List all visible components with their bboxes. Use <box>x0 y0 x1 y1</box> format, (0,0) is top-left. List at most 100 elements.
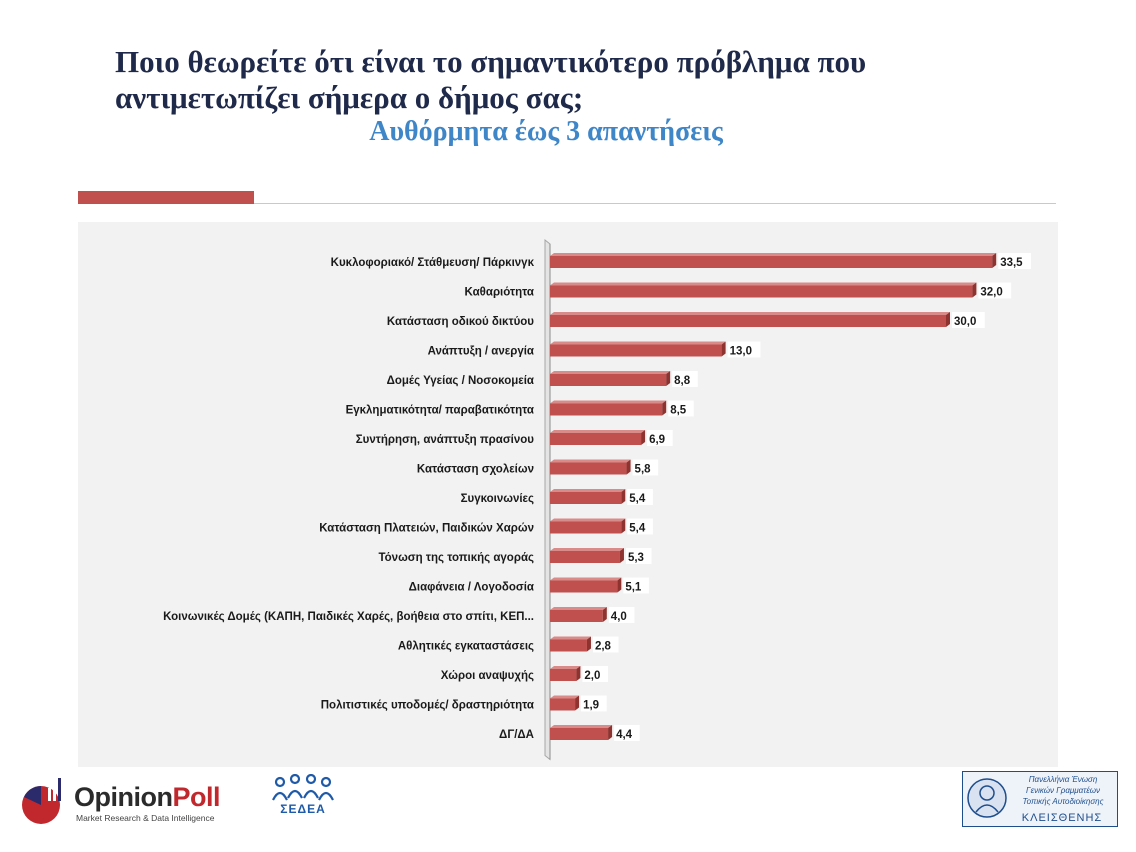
category-label: Καθαριότητα <box>465 287 534 299</box>
bar-side <box>626 459 631 475</box>
bar-top <box>550 636 591 640</box>
bar <box>550 728 609 740</box>
bar-chart: Κυκλοφοριακό/ Στάθμευση/ Πάρκινγκ 33,5 Καθ… <box>163 238 1031 761</box>
opinion-poll-logo-icon <box>22 778 61 824</box>
bar <box>550 669 577 681</box>
value-label-bg <box>627 518 653 535</box>
kleisthenis-name: ΚΛΕΙΣΘΕΝΗΣ <box>1021 812 1103 824</box>
bar <box>550 698 576 711</box>
category-label: Χώροι αναψυχής <box>441 670 534 682</box>
category-label: Αθλητικές εγκαταστάσεις <box>398 641 534 653</box>
category-label: Ανάπτυξη / ανεργία <box>428 346 534 358</box>
value-label: 2,8 <box>595 641 612 653</box>
bar <box>550 551 620 563</box>
opinion-poll-tagline: Market Research & Data Intelligence <box>76 813 215 823</box>
divider-line <box>254 203 1056 204</box>
value-label-bg <box>668 400 694 417</box>
bar-top <box>550 725 613 728</box>
chart-panel: Κυκλοφοριακό/ Στάθμευση/ Πάρκινγκ 33,5 Καθ… <box>78 222 1058 767</box>
bar <box>550 403 663 416</box>
bar-side <box>619 548 624 563</box>
kleisthenis-portrait-icon <box>967 778 1007 818</box>
bar-top <box>550 282 977 286</box>
bar <box>550 344 722 357</box>
category-label: Συντήρηση, ανάπτυξη πρασίνου <box>356 434 535 446</box>
bar-side <box>576 666 581 681</box>
value-label: 4,4 <box>616 729 633 741</box>
value-label: 13,0 <box>730 346 752 358</box>
value-label-bg <box>582 666 608 682</box>
bar <box>550 256 993 268</box>
bar-top <box>550 341 726 345</box>
bar-side <box>666 371 671 386</box>
bar <box>550 285 973 298</box>
bar <box>550 521 622 534</box>
value-label-bg <box>581 695 607 712</box>
value-label: 5,1 <box>625 582 642 594</box>
bar-side <box>602 607 607 622</box>
value-label: 8,5 <box>670 405 687 417</box>
value-label-bg <box>672 371 698 387</box>
value-label-bg <box>727 341 761 358</box>
chart-subtitle: Αυθόρμητα έως 3 απαντήσεις <box>369 116 723 147</box>
bar-side <box>575 695 580 711</box>
value-label: 5,3 <box>628 552 644 564</box>
bar-top <box>550 312 950 315</box>
category-label: Συγκοινωνίες <box>461 493 534 505</box>
value-label-bg <box>647 430 673 446</box>
bar-top <box>550 253 997 256</box>
value-label-bg <box>998 253 1031 269</box>
value-label: 2,0 <box>584 670 600 682</box>
bar <box>550 580 618 593</box>
bar-side <box>621 518 626 534</box>
category-label: Κυκλοφοριακό/ Στάθμευση/ Πάρκινγκ <box>331 257 535 269</box>
bar-side <box>721 341 726 357</box>
bar-top <box>550 489 626 492</box>
value-label: 33,5 <box>1000 257 1023 269</box>
value-label-bg <box>623 577 649 594</box>
kleisthenis-line3: Τοπικής Αυτοδιοίκησης <box>1022 797 1104 806</box>
chart-title: Ποιο θεωρείτε ότι είναι το σημαντικότερο… <box>115 44 867 115</box>
bar-top <box>550 371 671 374</box>
category-label: Πολιτιστικές υποδομές/ δραστηριότητα <box>321 700 534 712</box>
bar <box>550 610 603 622</box>
category-label: Κατάσταση σχολείων <box>417 464 534 476</box>
value-label-bg <box>632 459 659 476</box>
bar-top <box>550 577 622 581</box>
value-label: 5,4 <box>629 493 646 505</box>
sedea-logo: ΣΕΔΕΑ <box>266 774 346 820</box>
bar <box>550 374 667 386</box>
value-label-bg <box>608 607 635 623</box>
value-label-bg <box>952 312 985 328</box>
bar <box>550 639 587 652</box>
value-label-bg <box>592 636 619 653</box>
value-label: 30,0 <box>954 316 976 328</box>
value-label: 6,9 <box>649 434 665 446</box>
bar-top <box>550 548 624 551</box>
kleisthenis-line1: Πανελλήνια Ένωση <box>1028 775 1098 784</box>
bar <box>550 315 946 327</box>
bar-top <box>550 607 607 610</box>
value-label: 32,0 <box>980 287 1002 299</box>
sedea-name: ΣΕΔΕΑ <box>280 802 326 816</box>
bar-top <box>550 518 626 522</box>
value-label-bg <box>627 489 653 505</box>
category-label: Κατάσταση Πλατειών, Παιδικών Χαρών <box>319 523 534 535</box>
category-label: Εγκληματικότητα/ παραβατικότητα <box>346 405 534 417</box>
kleisthenis-line2: Γενικών Γραμματέων <box>1026 786 1100 795</box>
accent-bar <box>78 191 254 204</box>
value-label: 1,9 <box>583 700 599 712</box>
opinion-poll-name-a: Opinion <box>74 782 173 812</box>
category-label: Διαφάνεια / Λογοδοσία <box>409 582 534 594</box>
value-label-bg <box>614 725 640 741</box>
bar-side <box>662 400 667 416</box>
bar-top <box>550 695 580 699</box>
value-label: 5,8 <box>635 464 652 476</box>
axis-wall <box>544 238 551 761</box>
value-label: 8,8 <box>674 375 691 387</box>
value-label-bg <box>978 282 1012 299</box>
bar <box>550 462 627 475</box>
bar-top <box>550 459 631 463</box>
category-label: Δομές Υγείας / Νοσοκομεία <box>387 375 534 387</box>
value-label: 4,0 <box>611 611 627 623</box>
